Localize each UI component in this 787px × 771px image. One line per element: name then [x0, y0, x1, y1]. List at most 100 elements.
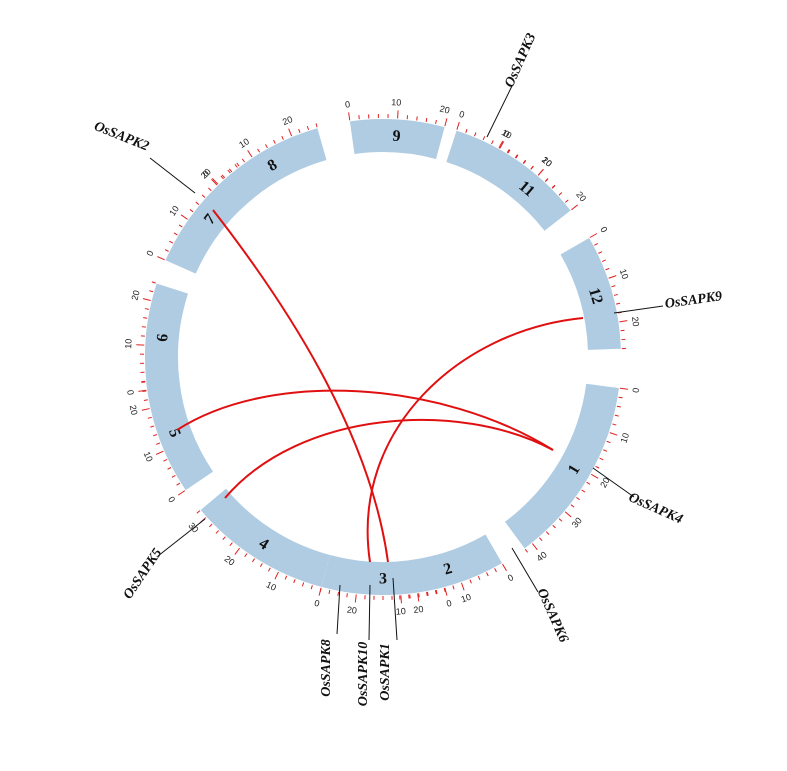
- chromosome-ring: 1010203040201020301020401020305010206010…: [123, 97, 641, 617]
- tick-mark: [538, 169, 543, 175]
- tick-mark: [445, 118, 447, 126]
- tick-label: 20: [128, 404, 140, 416]
- tick-mark: [242, 159, 244, 162]
- tick-mark: [492, 140, 494, 144]
- tick-mark: [487, 572, 489, 576]
- tick-mark: [571, 205, 577, 210]
- tick-mark: [289, 129, 292, 136]
- tick-mark: [594, 243, 598, 245]
- chromosome-label: 9: [392, 128, 401, 145]
- tick-mark: [565, 512, 571, 517]
- tick-label: 10: [618, 268, 631, 281]
- gene-ossapk3: OsSAPK3: [487, 31, 539, 137]
- tick-mark: [591, 474, 598, 478]
- tick-mark: [316, 123, 317, 127]
- gene-ossapk4: OsSAPK4: [593, 468, 685, 527]
- tick-mark: [150, 426, 154, 427]
- tick-mark: [165, 250, 169, 252]
- tick-mark: [596, 466, 600, 468]
- tick-mark: [457, 122, 459, 130]
- tick-label: 0: [445, 598, 452, 609]
- tick-mark: [190, 209, 193, 211]
- chromosome-4: 40102030: [186, 489, 330, 609]
- tick-label: 0: [144, 249, 155, 258]
- tick-mark: [565, 200, 568, 203]
- tick-label: 10: [237, 136, 251, 150]
- tick-mark: [401, 595, 402, 603]
- tick-mark: [619, 321, 627, 322]
- tick-mark: [156, 451, 163, 454]
- tick-mark: [616, 303, 620, 304]
- tick-mark: [532, 544, 537, 550]
- tick-mark: [559, 193, 562, 196]
- gene-ossapk10: OsSAPK10: [356, 585, 371, 706]
- tick-mark: [553, 525, 556, 528]
- tick-mark: [143, 318, 147, 319]
- tick-mark: [436, 120, 437, 124]
- tick-mark: [177, 483, 180, 485]
- tick-mark: [299, 129, 300, 133]
- tick-mark: [474, 132, 476, 136]
- tick-mark: [619, 397, 623, 398]
- tick-mark: [466, 129, 467, 133]
- chromosome-label: 3: [379, 571, 387, 588]
- tick-mark: [143, 299, 151, 301]
- tick-mark: [229, 169, 232, 172]
- tick-mark: [248, 150, 252, 157]
- tick-mark: [609, 276, 617, 279]
- tick-mark: [607, 441, 611, 442]
- tick-label: 10: [460, 592, 473, 605]
- tick-mark: [603, 450, 607, 452]
- tick-label: 20: [413, 604, 424, 615]
- tick-mark: [156, 443, 160, 444]
- tick-mark: [347, 593, 348, 597]
- tick-mark: [196, 202, 199, 205]
- tick-mark: [355, 594, 356, 602]
- tick-label: 0: [506, 572, 515, 583]
- tick-mark: [461, 583, 464, 591]
- tick-mark: [617, 406, 621, 407]
- tick-label: 20: [130, 289, 142, 301]
- tick-mark: [265, 144, 267, 148]
- tick-mark: [282, 136, 284, 140]
- tick-label: 40: [535, 550, 549, 564]
- tick-mark: [470, 580, 471, 584]
- tick-mark: [228, 170, 231, 173]
- tick-mark: [202, 195, 205, 198]
- tick-label: 20: [574, 189, 588, 203]
- tick-mark: [178, 491, 185, 495]
- tick-mark: [274, 140, 276, 144]
- tick-mark: [179, 225, 182, 227]
- chromosome-band: [505, 384, 619, 549]
- tick-mark: [275, 572, 278, 579]
- gene-label: OsSAPK6: [534, 586, 571, 645]
- link-ossapk4-ossapk5: [177, 391, 553, 450]
- tick-mark: [208, 188, 211, 191]
- gene-ossapk2: OsSAPK2: [92, 119, 195, 193]
- tick-mark: [268, 568, 270, 572]
- tick-mark: [245, 554, 247, 557]
- tick-mark: [426, 118, 427, 122]
- tick-mark: [582, 490, 585, 492]
- tick-mark: [168, 468, 172, 470]
- tick-label: 10: [618, 432, 631, 445]
- tick-mark: [419, 593, 420, 597]
- tick-label: 10: [142, 450, 155, 463]
- tick-mark: [587, 482, 590, 484]
- tick-mark: [237, 163, 239, 166]
- tick-mark: [144, 400, 148, 401]
- tick-mark: [525, 549, 527, 552]
- tick-mark: [209, 524, 212, 527]
- gene-label: OsSAPK1: [378, 643, 393, 701]
- tick-mark: [349, 112, 350, 120]
- tick-label: 20: [281, 114, 294, 127]
- tick-mark: [252, 559, 254, 562]
- tick-mark: [153, 435, 157, 436]
- gene-ossapk1: OsSAPK1: [378, 578, 397, 701]
- tick-label: 20: [630, 316, 641, 327]
